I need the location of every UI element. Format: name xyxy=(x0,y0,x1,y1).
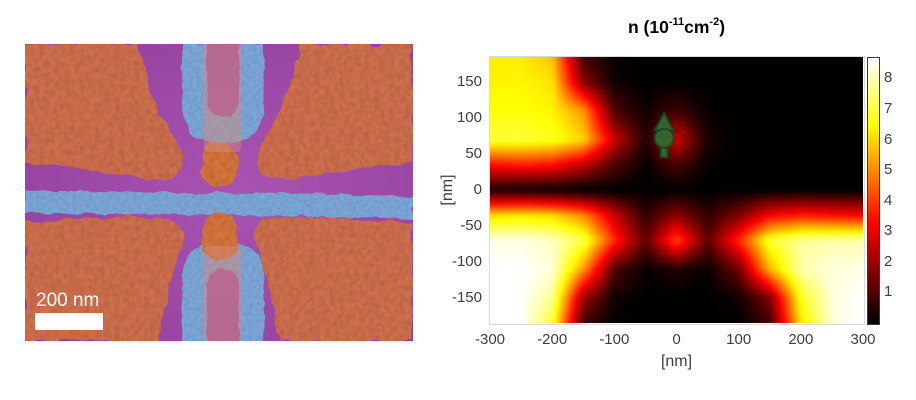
colorbar-tick-label: 5 xyxy=(884,161,893,179)
sem-orange-gates xyxy=(25,44,413,341)
sem-blue-gates xyxy=(25,44,413,341)
x-tick-label: 300 xyxy=(850,331,876,348)
title-suffix: ) xyxy=(719,17,726,37)
y-tick-label: 100 xyxy=(456,109,482,127)
sem-center-finger-top xyxy=(202,141,237,186)
x-axis-label: [nm] xyxy=(660,353,693,370)
sem-overlay-strip-top xyxy=(204,44,241,152)
y-tick-label: -50 xyxy=(460,216,482,234)
y-tick-label: -100 xyxy=(451,252,482,270)
y-tick-label: 0 xyxy=(473,181,482,198)
sem-overlay-strips xyxy=(204,44,241,341)
title-exponent-2: -2 xyxy=(709,16,720,29)
title-prefix: n (10 xyxy=(627,17,669,37)
scale-bar-label: 200 nm xyxy=(36,290,99,311)
sem-gate-bottom-left xyxy=(25,217,184,341)
colorbar-tick-label: 2 xyxy=(884,252,893,270)
sem-bottom-u-gate xyxy=(182,242,264,341)
x-tick-label: -300 xyxy=(474,331,506,348)
x-tick-label: 100 xyxy=(726,331,752,348)
sem-channel-stripe xyxy=(25,190,413,219)
colorbar-tick-label: 6 xyxy=(884,130,893,148)
sem-gate-top-left xyxy=(25,44,181,180)
sem-top-u-gate xyxy=(182,44,264,143)
y-axis-label: [nm] xyxy=(439,174,456,206)
colorbar-tick-label: 3 xyxy=(884,222,893,240)
x-tick-label: -100 xyxy=(599,331,630,348)
y-tick-label: 150 xyxy=(456,73,482,91)
y-tick-label: 50 xyxy=(465,145,482,163)
x-tick-label: 200 xyxy=(788,331,814,348)
x-tick-label: 0 xyxy=(672,331,681,348)
scale-bar-rect xyxy=(35,313,103,330)
colorbar-tick-label: 1 xyxy=(884,283,893,301)
sem-overlay-strip-bottom xyxy=(204,246,241,341)
heatmap-title: n (10-11cm-2) xyxy=(490,16,863,38)
colorbar xyxy=(867,57,880,325)
colorbar-tick-label: 8 xyxy=(884,69,893,87)
title-exponent-1: -11 xyxy=(668,16,685,29)
scale-bar: 200 nm xyxy=(35,290,103,330)
sem-gate-bottom-right xyxy=(254,217,413,341)
sem-micrograph: 200 nm xyxy=(25,44,413,341)
x-tick-label: -200 xyxy=(537,331,568,348)
title-unit: cm xyxy=(684,17,710,37)
heatmap-image xyxy=(490,57,863,323)
colorbar-tick-label: 7 xyxy=(884,99,893,117)
sem-gate-top-right xyxy=(257,44,413,180)
colorbar-tick-label: 4 xyxy=(884,191,893,209)
y-tick-label: -150 xyxy=(451,288,482,306)
